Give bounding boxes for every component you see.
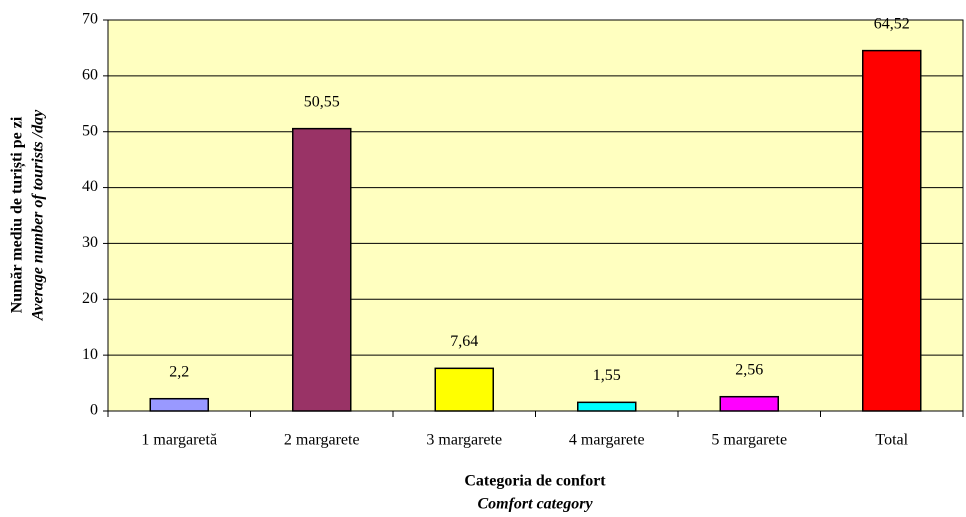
y-tick-label: 40 [82,178,98,195]
x-tick-label: 4 margarete [569,432,645,449]
bar [577,401,637,412]
value-label: 50,55 [304,93,340,110]
x-tick-label: 5 margarete [711,432,787,449]
y-tick-label: 60 [82,67,98,84]
x-tick-label: Total [875,432,908,449]
value-label: 1,55 [593,367,621,384]
value-label: 2,56 [735,361,763,378]
bar [862,49,922,412]
x-axis-label: Categoria de confort [464,473,606,490]
y-tick-label: 0 [90,402,98,419]
y-axis-label: Număr mediu de turiști pe zi [9,116,27,313]
y-axis-label-en: Average number of tourists /day [30,109,47,321]
plot-area [107,19,964,412]
bar [292,127,352,412]
value-label: 64,52 [874,15,910,32]
y-tick-label: 70 [82,11,98,28]
value-label: 7,64 [450,333,478,350]
y-tick-label: 50 [82,122,98,139]
value-label: 2,2 [169,363,189,380]
y-tick-label: 30 [82,234,98,251]
x-tick-label: 3 margarete [426,432,502,449]
x-axis-label-en: Comfort category [477,496,593,513]
y-tick-label: 10 [82,346,98,363]
x-tick-label: 2 margarete [284,432,360,449]
bar [719,395,779,412]
x-tick-label: 1 margaretă [141,432,217,449]
bar [149,397,209,412]
y-tick-label: 20 [82,290,98,307]
bar [434,367,494,412]
